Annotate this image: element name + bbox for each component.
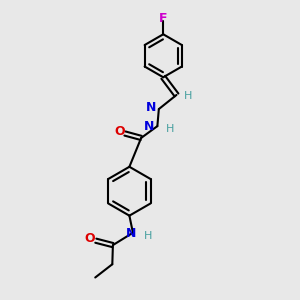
Text: N: N [146, 101, 156, 114]
Text: H: H [143, 231, 152, 241]
Text: O: O [114, 125, 125, 138]
Text: O: O [85, 232, 95, 245]
Text: F: F [159, 12, 167, 25]
Text: N: N [126, 227, 136, 240]
Text: N: N [144, 120, 154, 133]
Text: H: H [166, 124, 174, 134]
Text: H: H [184, 92, 192, 101]
